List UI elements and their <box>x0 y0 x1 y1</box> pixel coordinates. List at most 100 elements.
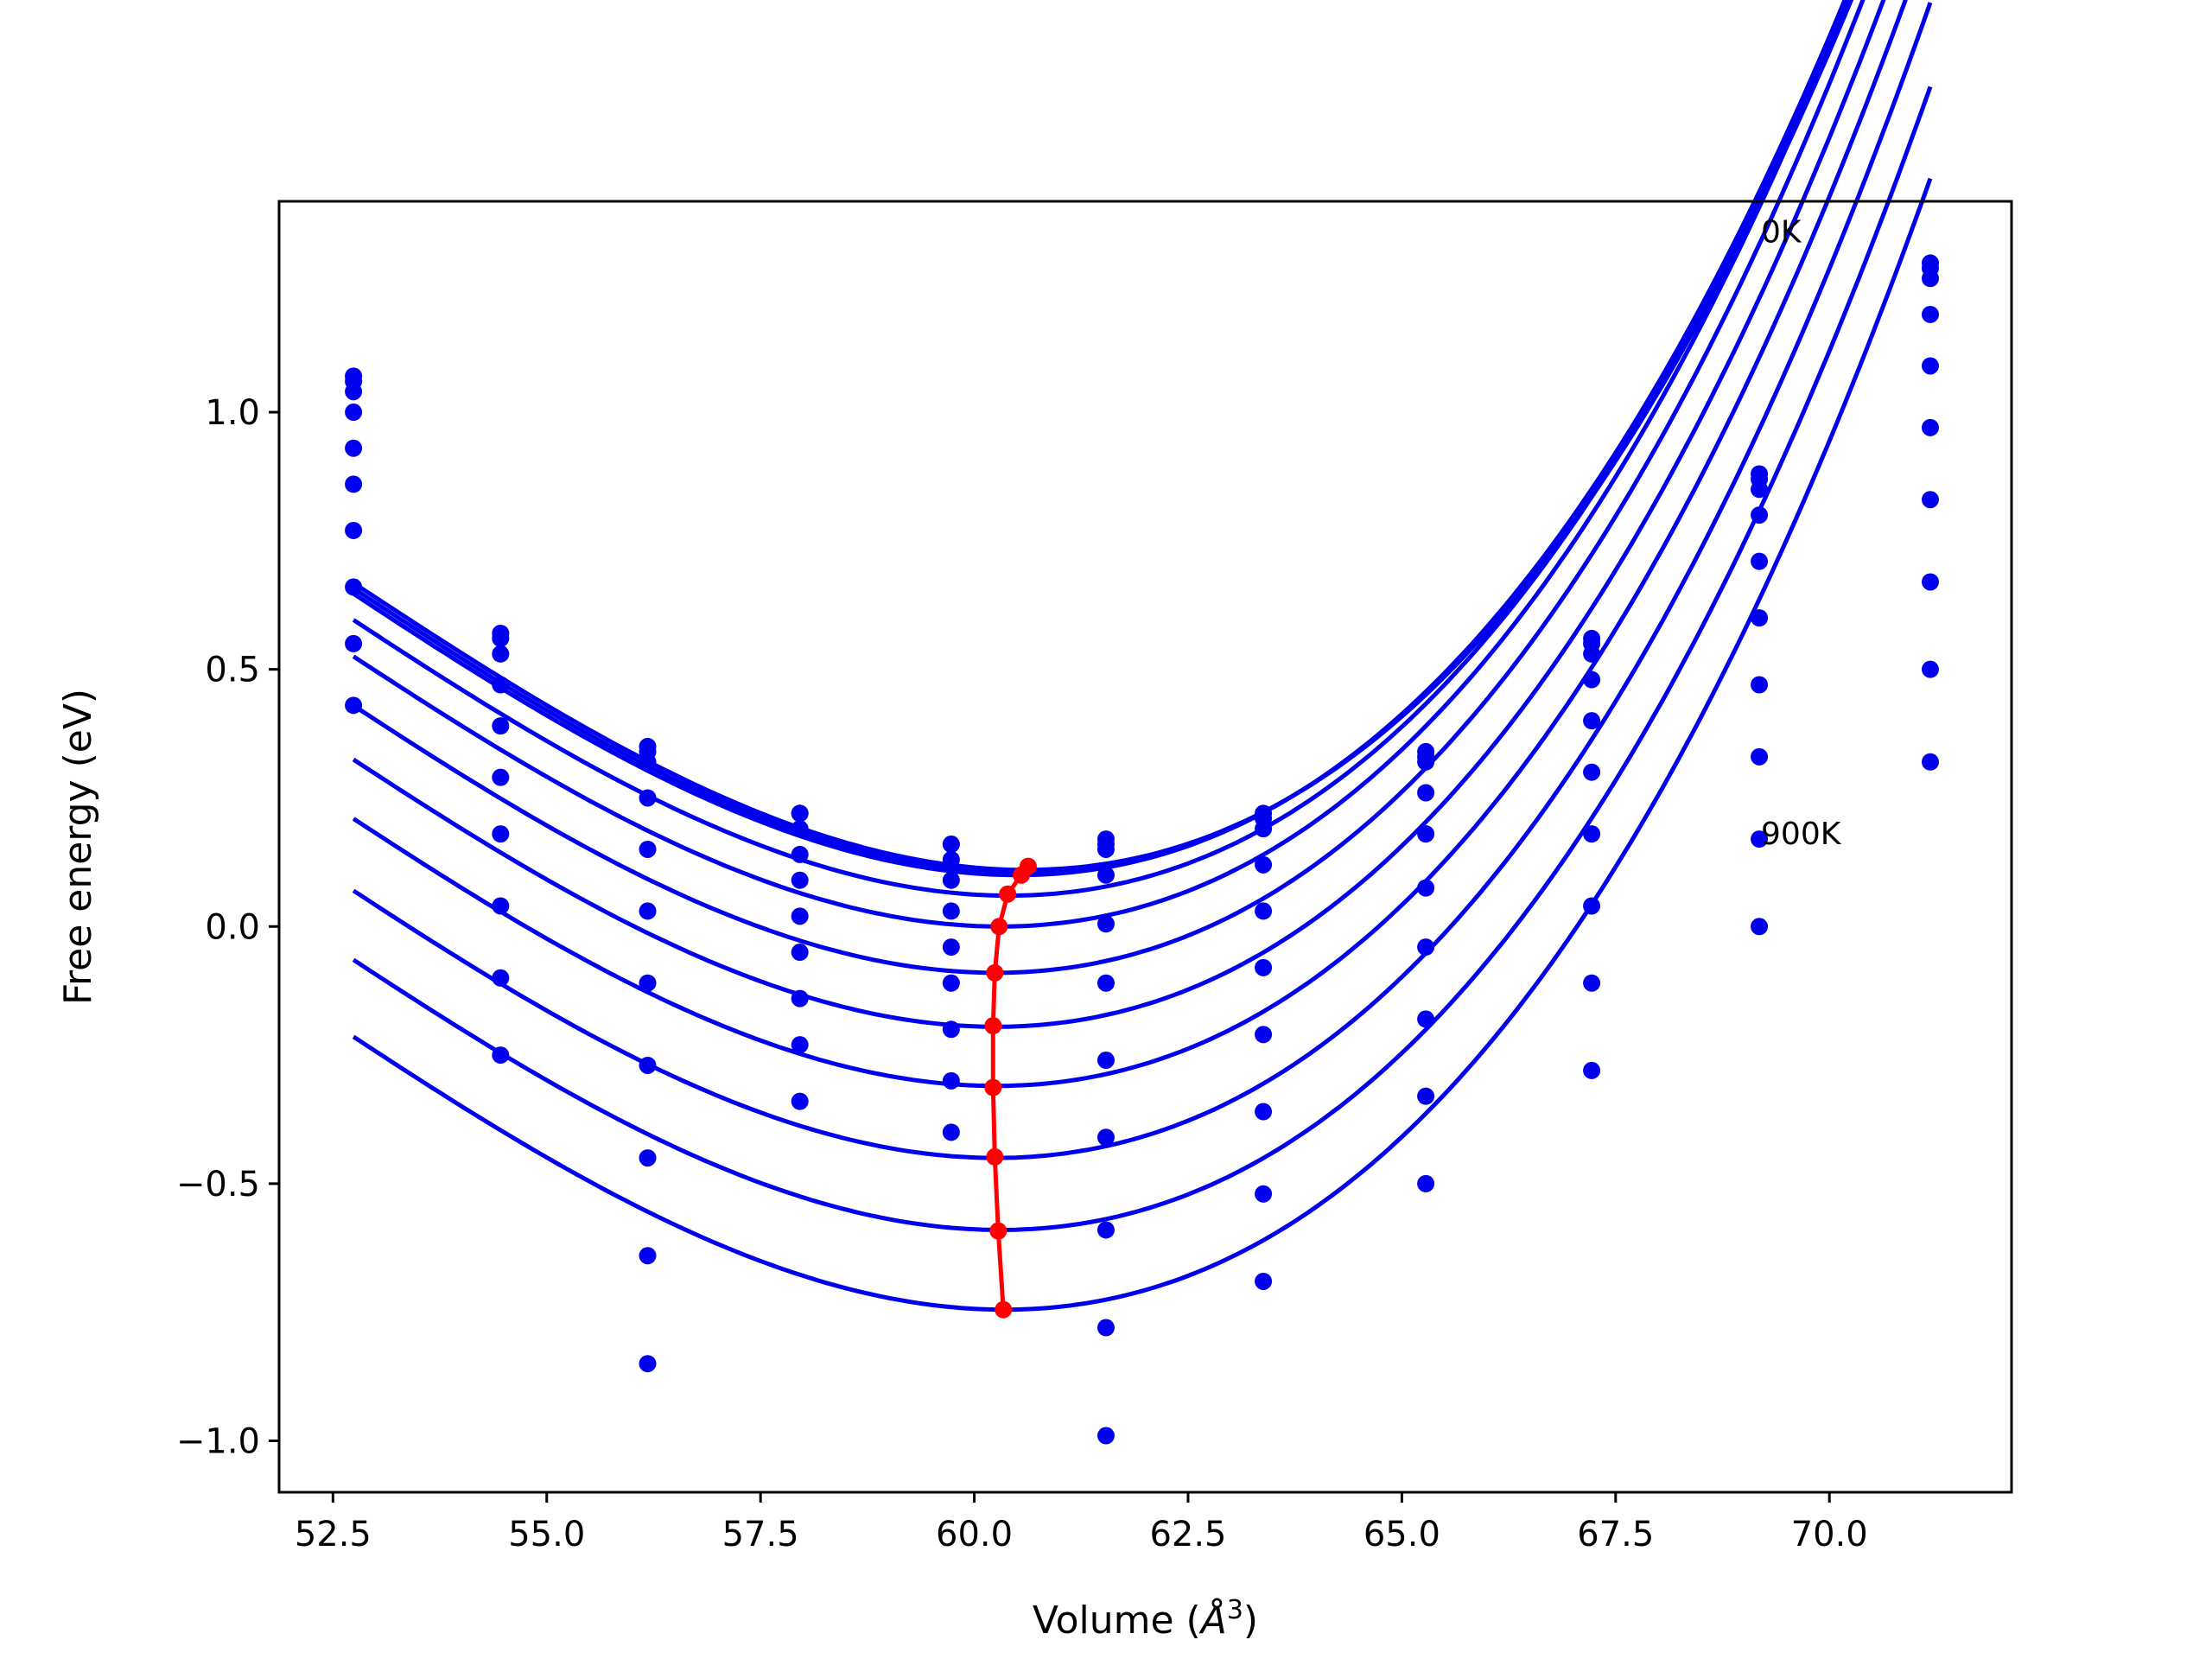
data-point <box>791 1092 809 1110</box>
minimum-point <box>984 1078 1002 1096</box>
data-point <box>492 825 510 843</box>
y-tick-label: 1.0 <box>205 393 260 433</box>
y-tick-label: 0.0 <box>205 907 260 947</box>
data-point <box>639 902 657 920</box>
data-point <box>639 974 657 992</box>
data-point <box>1921 491 1939 509</box>
data-point <box>791 820 809 838</box>
annotations: 0K 900K <box>1761 215 1842 852</box>
data-point <box>1417 938 1435 957</box>
data-point <box>942 871 960 889</box>
data-point <box>1096 1427 1115 1445</box>
data-point <box>639 1149 657 1167</box>
data-point <box>1921 270 1939 288</box>
data-point <box>492 969 510 987</box>
data-point <box>1751 918 1769 936</box>
x-axis-label-text: Volume ( <box>1033 1599 1201 1643</box>
data-point <box>345 634 363 652</box>
data-point <box>492 629 510 647</box>
minima-line <box>990 865 1030 1310</box>
data-point <box>1255 1026 1273 1044</box>
data-point <box>1417 1087 1435 1105</box>
data-point <box>1921 660 1939 678</box>
axis-ticks: 52.5 55.0 57.5 60.0 62.5 65.0 67.5 70.0 −1.0 −0.5… <box>176 393 1868 1554</box>
data-point <box>791 907 809 925</box>
data-point <box>492 676 510 694</box>
y-axis-label: Free energy (eV) <box>56 689 100 1005</box>
data-point <box>1921 753 1939 771</box>
data-point <box>1583 1061 1601 1079</box>
data-point <box>1583 645 1601 663</box>
data-point <box>1417 753 1435 771</box>
data-point <box>1096 1128 1115 1147</box>
data-point <box>492 645 510 663</box>
data-point <box>1921 357 1939 375</box>
data-point <box>1096 974 1115 992</box>
data-point <box>1096 915 1115 933</box>
data-point <box>1255 958 1273 976</box>
data-point <box>1417 879 1435 897</box>
data-point <box>345 696 363 715</box>
data-point <box>1583 671 1601 689</box>
data-point <box>345 475 363 493</box>
data-point <box>1096 1319 1115 1337</box>
minimum-point <box>984 1017 1002 1035</box>
data-point <box>942 902 960 920</box>
x-axis-label-exponent: 3 <box>1227 1595 1243 1625</box>
fit-curve-2 <box>352 0 1847 878</box>
data-point <box>1751 506 1769 524</box>
minimum-point <box>1013 866 1031 884</box>
curve-annotation: 900K <box>1761 817 1842 852</box>
data-point <box>1751 609 1769 627</box>
data-point <box>1921 305 1939 323</box>
fit-curve-5 <box>352 0 1866 976</box>
x-axis-label-symbol: Å <box>1198 1597 1227 1643</box>
data-point <box>791 1036 809 1054</box>
data-point <box>942 1123 960 1141</box>
data-point <box>1417 1010 1435 1028</box>
data-point <box>942 1071 960 1090</box>
data-point <box>942 850 960 868</box>
x-tick-label: 55.0 <box>508 1515 585 1554</box>
data-point <box>345 383 363 401</box>
data-point <box>1255 902 1273 920</box>
x-tick-label: 67.5 <box>1577 1515 1654 1554</box>
minimum-point <box>995 1300 1013 1319</box>
fit-curve-9 <box>352 86 1933 1232</box>
data-point <box>1751 830 1769 849</box>
x-tick-label: 62.5 <box>1149 1515 1226 1554</box>
data-point <box>639 753 657 771</box>
data-point <box>1255 855 1273 874</box>
data-point <box>791 871 809 889</box>
data-point <box>492 1046 510 1065</box>
data-point <box>1255 820 1273 838</box>
y-tick-label: −1.0 <box>176 1421 260 1461</box>
x-tick-label: 70.0 <box>1791 1515 1868 1554</box>
data-point <box>1751 480 1769 499</box>
fit-curve-6 <box>352 0 1886 1029</box>
data-point <box>1096 840 1115 858</box>
data-point <box>1583 825 1601 843</box>
data-point <box>639 1056 657 1074</box>
minimum-point <box>999 885 1017 903</box>
data-point <box>1751 747 1769 766</box>
data-point <box>345 439 363 457</box>
data-point <box>1417 825 1435 843</box>
x-tick-label: 57.5 <box>722 1515 799 1554</box>
data-point <box>1096 866 1115 884</box>
x-axis-label: Volume (Å3) <box>1033 1595 1258 1643</box>
data-point <box>345 404 363 422</box>
data-point <box>791 845 809 863</box>
data-point <box>942 938 960 957</box>
data-point <box>791 944 809 962</box>
y-tick-label: 0.5 <box>205 651 260 690</box>
x-tick-label: 65.0 <box>1363 1515 1440 1554</box>
data-point <box>942 1020 960 1039</box>
minimum-point <box>986 1147 1004 1166</box>
data-point <box>791 804 809 823</box>
y-tick-label: −0.5 <box>176 1165 260 1205</box>
minimum-point <box>986 963 1004 982</box>
data-point <box>1921 418 1939 436</box>
data-point <box>492 768 510 786</box>
data-point <box>791 989 809 1007</box>
